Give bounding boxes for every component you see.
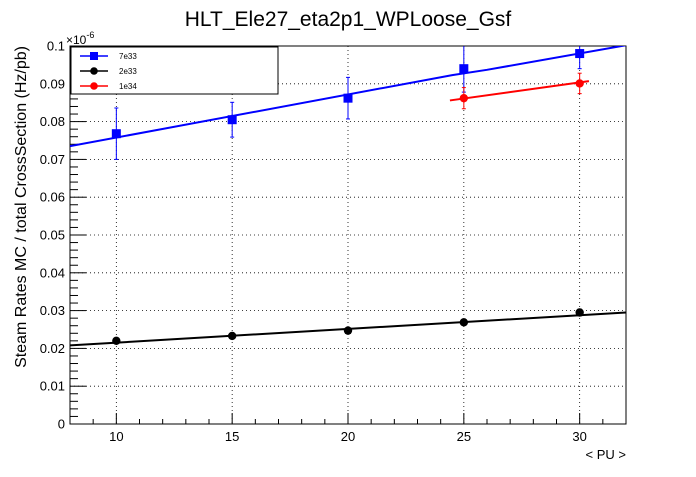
legend-marker xyxy=(90,82,98,90)
series-7e33 xyxy=(70,46,626,160)
series-2e33 xyxy=(70,308,626,347)
y-tick-label: 0.02 xyxy=(40,341,65,356)
data-point xyxy=(343,326,353,335)
legend-marker xyxy=(90,67,98,75)
y-tick-label: 0.03 xyxy=(40,303,65,318)
y-axis-multiplier-base: ×10 xyxy=(66,33,87,47)
data-point xyxy=(459,64,469,74)
legend-label: 1e34 xyxy=(119,82,137,91)
legend-item-1e34: 1e34 xyxy=(80,82,137,91)
data-point xyxy=(459,93,469,103)
data-point xyxy=(575,79,584,88)
y-tick-label: 0.09 xyxy=(40,76,65,91)
data-point xyxy=(227,331,237,341)
x-axis-ticks: 10 15 20 25 30 xyxy=(69,413,627,444)
y-axis-multiplier-exponent: -6 xyxy=(86,30,94,40)
y-tick-label: 0.08 xyxy=(40,114,65,129)
y-axis-ticks: 0 0.01 0.02 0.03 0.04 0.05 0.06 0.07 0.08 0.09 0.1 xyxy=(40,39,86,432)
legend-marker xyxy=(90,52,98,60)
legend-item-2e33: 2e33 xyxy=(80,67,137,76)
x-tick-label: 10 xyxy=(109,429,123,444)
fit-line-7e33 xyxy=(70,46,626,148)
y-tick-label: 0.1 xyxy=(47,39,65,54)
x-tick-label: 25 xyxy=(457,429,471,444)
data-point xyxy=(575,49,585,59)
legend-label: 7e33 xyxy=(119,52,137,61)
x-tick-label: 30 xyxy=(572,429,586,444)
y-tick-label: 0.06 xyxy=(40,190,65,205)
legend-label: 2e33 xyxy=(119,67,137,76)
legend: 7e33 2e33 1e34 xyxy=(70,46,279,95)
y-tick-label: 0.07 xyxy=(40,152,65,167)
y-axis-multiplier: ×10-6 xyxy=(66,30,94,47)
x-tick-label: 15 xyxy=(225,429,239,444)
chart-title: HLT_Ele27_eta2p1_WPLoose_Gsf xyxy=(185,8,512,31)
data-point xyxy=(227,115,237,125)
y-tick-label: 0.04 xyxy=(40,265,65,280)
y-tick-label: 0.01 xyxy=(40,379,65,394)
data-point xyxy=(343,93,353,103)
x-axis-label: < PU > xyxy=(586,447,626,462)
data-point xyxy=(459,318,469,327)
y-tick-label: 0 xyxy=(58,417,65,432)
series-1e34 xyxy=(449,72,590,110)
fit-line-1e34 xyxy=(449,80,590,102)
data-point xyxy=(575,308,584,317)
legend-item-7e33: 7e33 xyxy=(80,52,137,61)
data-point xyxy=(111,129,121,139)
y-tick-label: 0.05 xyxy=(40,228,65,243)
x-tick-label: 20 xyxy=(341,429,355,444)
y-axis-label: Steam Rates MC / total CrossSection (Hz/… xyxy=(13,46,30,368)
data-point xyxy=(112,336,121,346)
